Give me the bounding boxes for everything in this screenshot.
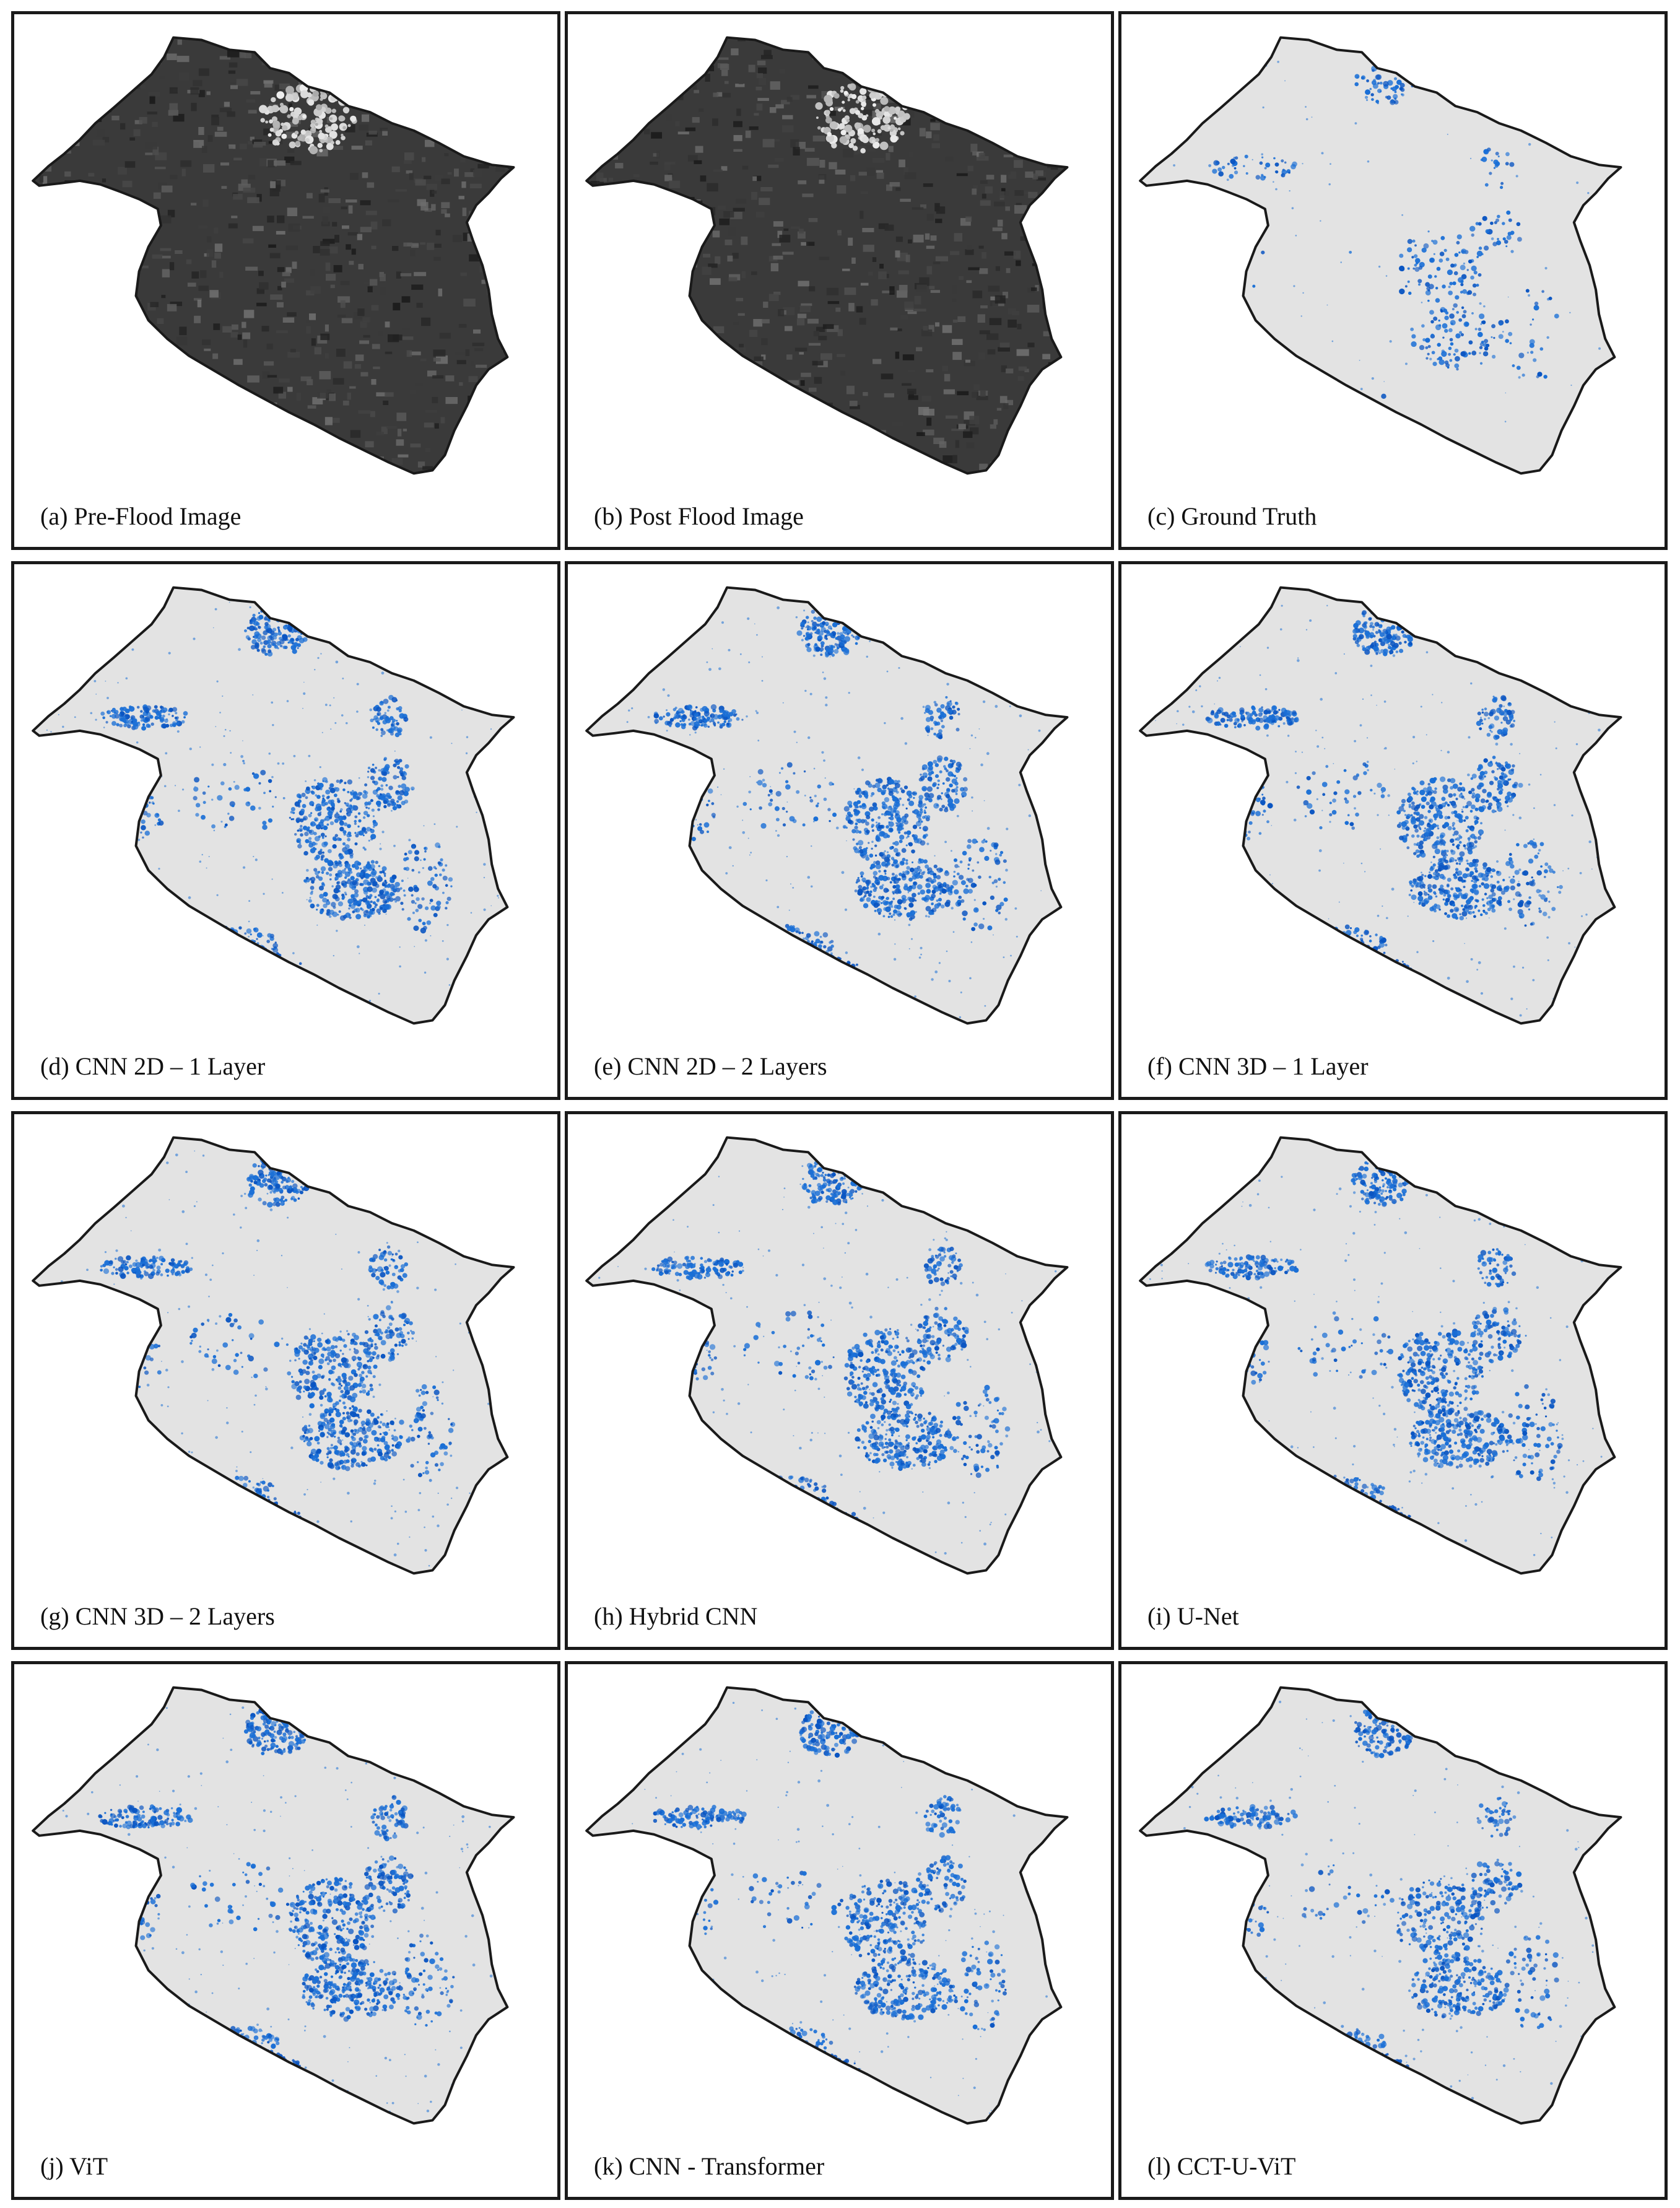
panel-cnn-2d-2-layers: (e) CNN 2D – 2 Layers [565,561,1114,1100]
region-fill [1140,37,1621,474]
panel-caption: (j) ViT [40,2152,108,2180]
region-boundary [32,36,515,475]
flood-map [585,586,1069,1025]
panel-caption: (c) Ground Truth [1147,502,1317,530]
flood-map [1139,586,1622,1025]
panel-cnn-3d-1-layer: (f) CNN 3D – 1 Layer [1118,561,1668,1100]
panel-caption: (k) CNN - Transformer [594,2152,825,2180]
region-boundary [32,586,515,1025]
flood-map [32,1686,515,2125]
region-fill [586,1137,1068,1574]
region-boundary [32,1686,515,2125]
region-boundary [1139,1136,1622,1575]
panel-caption: (d) CNN 2D – 1 Layer [40,1052,266,1080]
region-boundary [1139,36,1622,475]
region-fill [33,587,514,1024]
region-boundary [585,1686,1069,2125]
panel-cnn-3d-2-layers: (g) CNN 3D – 2 Layers [11,1111,560,1650]
panel-ground-truth: (c) Ground Truth [1118,11,1668,550]
panel-post-flood-image: (b) Post Flood Image [565,11,1114,550]
flood-map [32,586,515,1025]
region-boundary [1139,1686,1622,2125]
flood-map [585,1686,1069,2125]
panel-caption: (g) CNN 3D – 2 Layers [40,1602,275,1630]
region-fill [1140,1687,1621,2124]
region-boundary [585,586,1069,1025]
panel-pre-flood-image: (a) Pre-Flood Image [11,11,560,550]
region-fill [1140,587,1621,1024]
panel-cnn-transformer: (k) CNN - Transformer [565,1661,1114,2200]
panel-caption: (a) Pre-Flood Image [40,502,242,530]
flood-map [1139,1136,1622,1575]
region-boundary [585,1136,1069,1575]
flood-map [1139,36,1622,475]
panel-cct-u-vit: (l) CCT-U-ViT [1118,1661,1668,2200]
panel-u-net: (i) U-Net [1118,1111,1668,1650]
panel-caption: (i) U-Net [1147,1602,1239,1630]
region-fill [33,1137,514,1574]
panel-caption: (e) CNN 2D – 2 Layers [594,1052,827,1080]
panel-caption: (f) CNN 3D – 1 Layer [1147,1052,1369,1080]
flood-map [1139,1686,1622,2125]
region-boundary [32,1136,515,1575]
panel-caption: (h) Hybrid CNN [594,1602,758,1630]
region-fill [586,1687,1068,2124]
panel-cnn-2d-1-layer: (d) CNN 2D – 1 Layer [11,561,560,1100]
panel-caption: (l) CCT-U-ViT [1147,2152,1296,2180]
panel-vit: (j) ViT [11,1661,560,2200]
satellite-map [32,36,515,475]
flood-map [32,1136,515,1575]
panel-caption: (b) Post Flood Image [594,502,804,530]
region-boundary [1139,586,1622,1025]
region-boundary [585,36,1069,475]
panel-hybrid-cnn: (h) Hybrid CNN [565,1111,1114,1650]
region-fill [586,37,1068,474]
region-fill [1140,1137,1621,1574]
satellite-map [585,36,1069,475]
flood-map [585,1136,1069,1575]
